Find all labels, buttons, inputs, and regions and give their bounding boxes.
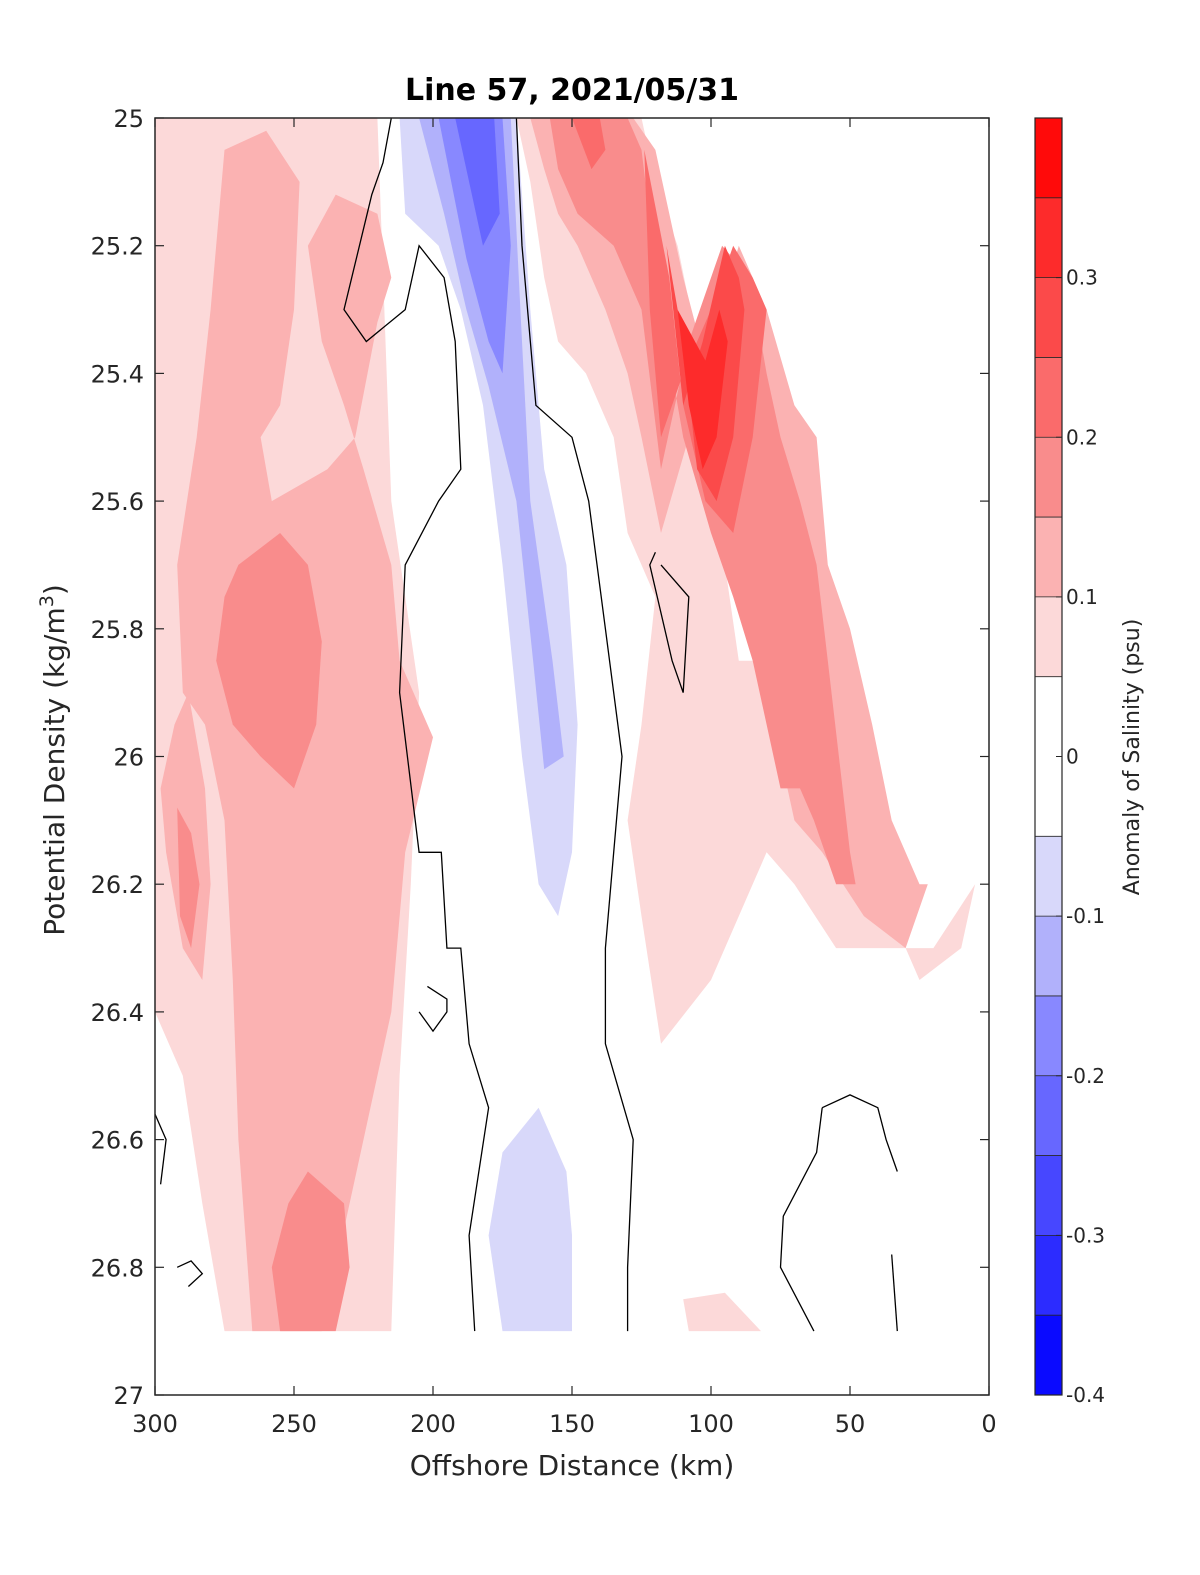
y-tick-label: 26.4 [91, 999, 144, 1027]
zero-contour-line-3 [418, 985, 448, 1033]
x-tick-label: 50 [835, 1410, 866, 1438]
x-tick-label: 0 [981, 1410, 996, 1438]
colorbar-label: Anomaly of Salinity (psu) [1120, 619, 1145, 896]
colorbar [1035, 118, 1062, 1396]
y-axis-label: Potential Density (kg/m3) [36, 584, 71, 936]
colorbar-segment-11 [1035, 357, 1062, 438]
y-tick-label: 25 [113, 105, 144, 133]
zero-contour-line-8 [891, 1254, 898, 1332]
filled-contours [155, 118, 976, 1332]
colorbar-segment-14 [1035, 118, 1062, 198]
zero-contour-line-7 [176, 1260, 204, 1287]
colorbar-ticks: -0.4 -0.3 -0.2 -0.1 0 0.1 0.2 0.3 [1056, 266, 1105, 1407]
y-tick-label: 26.6 [91, 1127, 144, 1155]
colorbar-tick-label: -0.3 [1066, 1223, 1105, 1247]
x-tick-label: 150 [549, 1410, 595, 1438]
contour-region-13 [399, 118, 578, 917]
zero-contour-line-6 [154, 1113, 167, 1185]
zero-contour-line-0 [343, 117, 490, 1332]
colorbar-segment-13 [1035, 197, 1062, 278]
contour-region-5 [177, 807, 200, 949]
contour-region-9 [572, 118, 606, 170]
x-axis: 300 250 200 150 100 50 0 [132, 118, 997, 1438]
contour-region-17 [488, 1107, 572, 1332]
y-axis-label-superscript: 3 [36, 595, 58, 607]
x-tick-label: 100 [688, 1410, 734, 1438]
x-tick-label: 300 [132, 1410, 178, 1438]
contour-region-12 [677, 309, 728, 470]
y-tick-label: 27 [113, 1382, 144, 1410]
y-axis-label-main: Potential Density (kg/m [38, 607, 71, 936]
colorbar-segment-6 [1035, 836, 1062, 917]
colorbar-segment-9 [1035, 517, 1062, 597]
x-tick-label: 250 [271, 1410, 317, 1438]
zero-contour-line-4 [821, 1094, 898, 1172]
y-axis-label-close: ) [38, 584, 71, 595]
colorbar-tick-label: 0.1 [1066, 585, 1098, 609]
zero-contour-line-2 [649, 551, 690, 693]
colorbar-segment-2 [1035, 1155, 1062, 1236]
y-tick-label: 25.8 [91, 616, 144, 644]
colorbar-segment-10 [1035, 437, 1062, 518]
contour-region-16 [455, 118, 500, 246]
colorbar-segment-8 [1035, 596, 1062, 677]
chart-title: Line 57, 2021/05/31 [405, 73, 739, 108]
contour-region-2 [216, 533, 322, 789]
y-tick-label: 25.4 [91, 360, 144, 388]
y-tick-label: 26.2 [91, 871, 144, 899]
contour-region-3 [271, 1171, 350, 1332]
contour-region-14 [419, 118, 564, 770]
colorbar-tick-label: 0.2 [1066, 425, 1098, 449]
y-tick-label: 26 [113, 744, 144, 772]
colorbar-tick-label: -0.4 [1066, 1383, 1105, 1407]
contour-region-8 [549, 118, 856, 885]
colorbar-tick-label: 0.3 [1066, 266, 1098, 290]
contour-region-18 [683, 1292, 761, 1332]
colorbar-segment-4 [1035, 995, 1062, 1076]
zero-contour-line-5 [779, 1107, 823, 1332]
colorbar-tick-label: -0.1 [1066, 904, 1105, 928]
colorbar-segment-0 [1035, 1315, 1062, 1395]
colorbar-segment-3 [1035, 1075, 1062, 1156]
colorbar-segment-1 [1035, 1235, 1062, 1316]
contour-lines [154, 117, 898, 1332]
y-tick-label: 25.2 [91, 233, 144, 261]
colorbar-segment-12 [1035, 277, 1062, 358]
y-tick-label: 25.6 [91, 488, 144, 516]
y-tick-label: 26.8 [91, 1254, 144, 1282]
colorbar-segment-5 [1035, 916, 1062, 996]
colorbar-tick-label: 0 [1066, 745, 1079, 769]
zero-contour-line-1 [515, 117, 634, 1332]
y-axis: 25 25.2 25.4 25.6 25.8 26 26.2 26.4 26.6 26.8 27 [91, 105, 989, 1410]
x-axis-label: Offshore Distance (km) [410, 1449, 735, 1482]
colorbar-tick-label: -0.2 [1066, 1064, 1105, 1088]
x-tick-label: 200 [410, 1410, 456, 1438]
